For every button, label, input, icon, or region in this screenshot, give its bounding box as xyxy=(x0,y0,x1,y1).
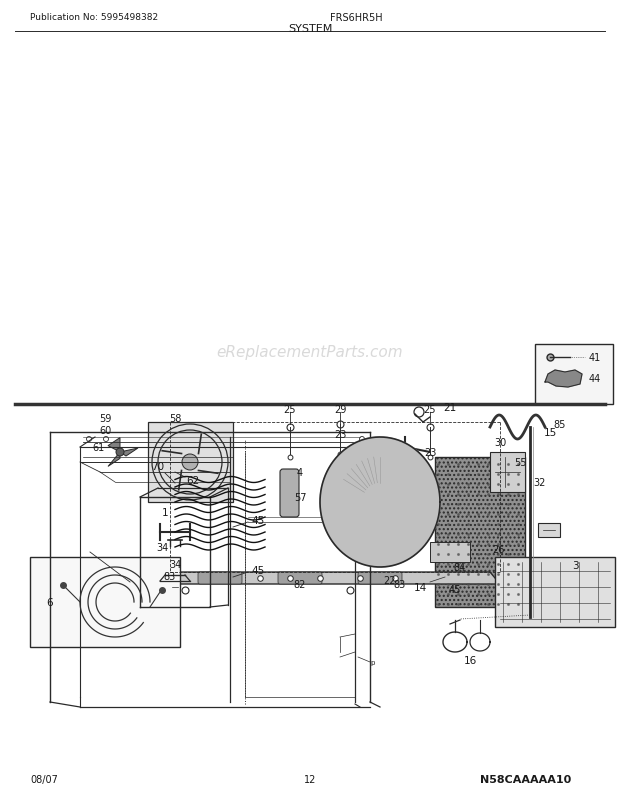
Text: 4: 4 xyxy=(297,468,303,477)
Text: Publication No: 5995498382: Publication No: 5995498382 xyxy=(30,13,158,22)
Text: 84: 84 xyxy=(454,562,466,573)
Text: 85: 85 xyxy=(554,419,566,429)
Text: 83: 83 xyxy=(164,571,176,581)
Bar xyxy=(430,542,470,562)
Bar xyxy=(490,452,525,492)
Text: 34: 34 xyxy=(169,559,181,569)
Polygon shape xyxy=(120,448,138,456)
Text: 34: 34 xyxy=(156,542,168,553)
Text: FRS6HR5H: FRS6HR5H xyxy=(330,13,383,23)
Text: eReplacementParts.com: eReplacementParts.com xyxy=(216,345,404,360)
Text: 45: 45 xyxy=(251,565,265,575)
Text: 57: 57 xyxy=(294,492,306,502)
Text: 59: 59 xyxy=(99,414,111,423)
Bar xyxy=(148,423,233,502)
Text: 23: 23 xyxy=(334,429,346,439)
Text: 25: 25 xyxy=(423,404,436,415)
Text: 21: 21 xyxy=(443,403,456,412)
Bar xyxy=(535,345,613,404)
FancyBboxPatch shape xyxy=(198,573,242,585)
FancyBboxPatch shape xyxy=(278,573,322,585)
Text: 6: 6 xyxy=(46,597,53,607)
Polygon shape xyxy=(108,452,120,467)
Text: 61: 61 xyxy=(92,443,104,452)
Text: 1: 1 xyxy=(162,508,168,517)
Text: 23: 23 xyxy=(424,448,436,457)
FancyBboxPatch shape xyxy=(358,573,402,585)
Text: 15: 15 xyxy=(543,427,557,437)
Polygon shape xyxy=(108,438,120,452)
Text: N58CAAAAA10: N58CAAAAA10 xyxy=(480,774,571,784)
Bar xyxy=(495,557,615,627)
Bar xyxy=(30,557,180,647)
Polygon shape xyxy=(130,573,500,585)
Text: 45: 45 xyxy=(251,516,265,525)
Circle shape xyxy=(182,455,198,471)
Text: 16: 16 xyxy=(463,655,477,665)
Polygon shape xyxy=(320,437,440,567)
Text: 30: 30 xyxy=(494,437,506,448)
Bar xyxy=(538,524,560,537)
Text: 25: 25 xyxy=(284,404,296,415)
Text: 41: 41 xyxy=(589,353,601,363)
Text: 14: 14 xyxy=(414,582,427,592)
Text: 83: 83 xyxy=(394,579,406,589)
Text: SYSTEM: SYSTEM xyxy=(288,24,332,34)
Text: 44: 44 xyxy=(589,374,601,383)
Text: 29: 29 xyxy=(334,404,346,415)
Text: p: p xyxy=(371,659,375,665)
Bar xyxy=(435,457,525,607)
Text: 58: 58 xyxy=(169,414,181,423)
Text: 60: 60 xyxy=(99,426,111,435)
Text: 32: 32 xyxy=(534,477,546,488)
Text: 82: 82 xyxy=(294,579,306,589)
Text: 70: 70 xyxy=(151,461,164,472)
Text: 12: 12 xyxy=(304,774,316,784)
Text: 55: 55 xyxy=(514,457,526,468)
Bar xyxy=(365,460,393,477)
Text: 26: 26 xyxy=(492,545,504,554)
Circle shape xyxy=(116,448,124,456)
Polygon shape xyxy=(545,371,582,387)
Text: 08/07: 08/07 xyxy=(30,774,58,784)
Text: 45: 45 xyxy=(449,585,461,594)
FancyBboxPatch shape xyxy=(280,469,299,517)
Text: 22: 22 xyxy=(384,575,396,585)
Bar xyxy=(538,561,560,573)
Text: 62: 62 xyxy=(187,476,200,485)
Text: 3: 3 xyxy=(572,561,578,570)
